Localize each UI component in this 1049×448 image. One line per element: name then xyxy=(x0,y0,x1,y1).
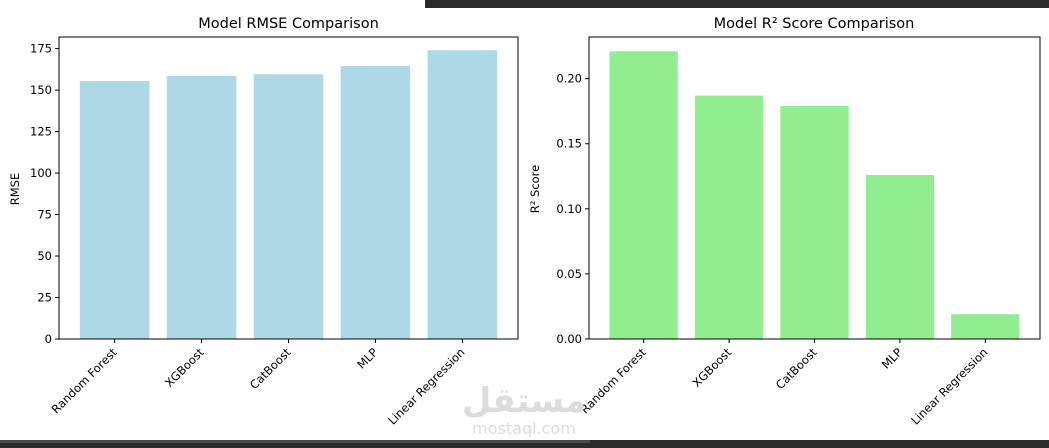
rmse-y-tick-label: 150 xyxy=(30,83,52,97)
r2-y-ticks: 0.00 0.05 0.10 0.15 0.20 xyxy=(556,72,589,346)
rmse-x-tick-label: CatBoost xyxy=(247,345,294,392)
r2-y-tick-label: 0.15 xyxy=(556,137,582,151)
r2-chart-title: Model R² Score Comparison xyxy=(714,16,915,32)
rmse-x-tick-label: Linear Regression xyxy=(385,345,467,427)
rmse-bars xyxy=(79,50,498,340)
rmse-y-tick-label: 125 xyxy=(30,125,52,139)
rmse-y-tick-label: 50 xyxy=(37,249,52,263)
rmse-chart: Model RMSE Comparison RMSE 0 25 50 75 100 125… xyxy=(8,16,519,427)
r2-y-tick-label: 0.10 xyxy=(556,202,582,216)
r2-chart: Model R² Score Comparison R² Score 0.000… xyxy=(528,16,1041,427)
r2-bar xyxy=(694,95,764,340)
rmse-y-tick-label: 25 xyxy=(37,291,52,305)
rmse-y-axis-label: RMSE xyxy=(8,173,22,205)
rmse-y-tick-label: 100 xyxy=(30,166,52,180)
bottom-scrollbar xyxy=(0,440,590,443)
rmse-y-tick-label: 75 xyxy=(37,208,52,222)
r2-y-tick-label: 0.20 xyxy=(556,72,582,86)
r2-bars xyxy=(609,51,1020,340)
r2-bar xyxy=(951,314,1020,339)
r2-x-tick-label: CatBoost xyxy=(773,345,820,392)
rmse-x-tick-label: XGBoost xyxy=(162,345,207,390)
rmse-y-tick-label: 175 xyxy=(30,42,52,56)
rmse-x-ticks: Random Forest XGBoost CatBoost MLP Linear Re… xyxy=(49,339,467,427)
watermark-logo: مستقل xyxy=(462,381,586,421)
watermark: مستقل mostaql.com xyxy=(462,381,586,438)
rmse-bar xyxy=(166,75,237,339)
rmse-bar xyxy=(79,80,150,339)
r2-y-axis-label: R² Score xyxy=(528,165,542,213)
rmse-bar xyxy=(253,74,324,339)
rmse-bar xyxy=(340,66,411,340)
rmse-chart-title: Model RMSE Comparison xyxy=(198,16,379,32)
rmse-x-tick-label: Random Forest xyxy=(49,345,120,416)
top-dark-bar xyxy=(425,0,1049,8)
r2-plot-frame xyxy=(588,36,1041,340)
r2-bar xyxy=(780,105,849,339)
rmse-plot-frame xyxy=(58,36,519,340)
r2-x-tick-label: XGBoost xyxy=(689,345,734,390)
rmse-y-tick-label: 0 xyxy=(45,332,52,346)
r2-x-tick-label: Random Forest xyxy=(578,345,649,416)
r2-x-tick-label: Linear Regression xyxy=(908,345,990,427)
rmse-bar xyxy=(427,50,498,340)
rmse-y-ticks: 0 25 50 75 100 125 150 175 xyxy=(30,42,59,346)
r2-bar xyxy=(865,174,935,339)
r2-x-ticks: Random Forest XGBoost CatBoost MLP Linear Re… xyxy=(578,339,990,427)
rmse-x-tick-label: MLP xyxy=(354,345,380,371)
r2-bar xyxy=(609,51,678,339)
bottom-border xyxy=(0,440,1049,448)
r2-y-tick-label: 0.00 xyxy=(556,332,582,346)
watermark-site: mostaql.com xyxy=(472,419,576,438)
r2-y-tick-label: 0.05 xyxy=(556,267,582,281)
r2-x-tick-label: MLP xyxy=(879,345,905,371)
